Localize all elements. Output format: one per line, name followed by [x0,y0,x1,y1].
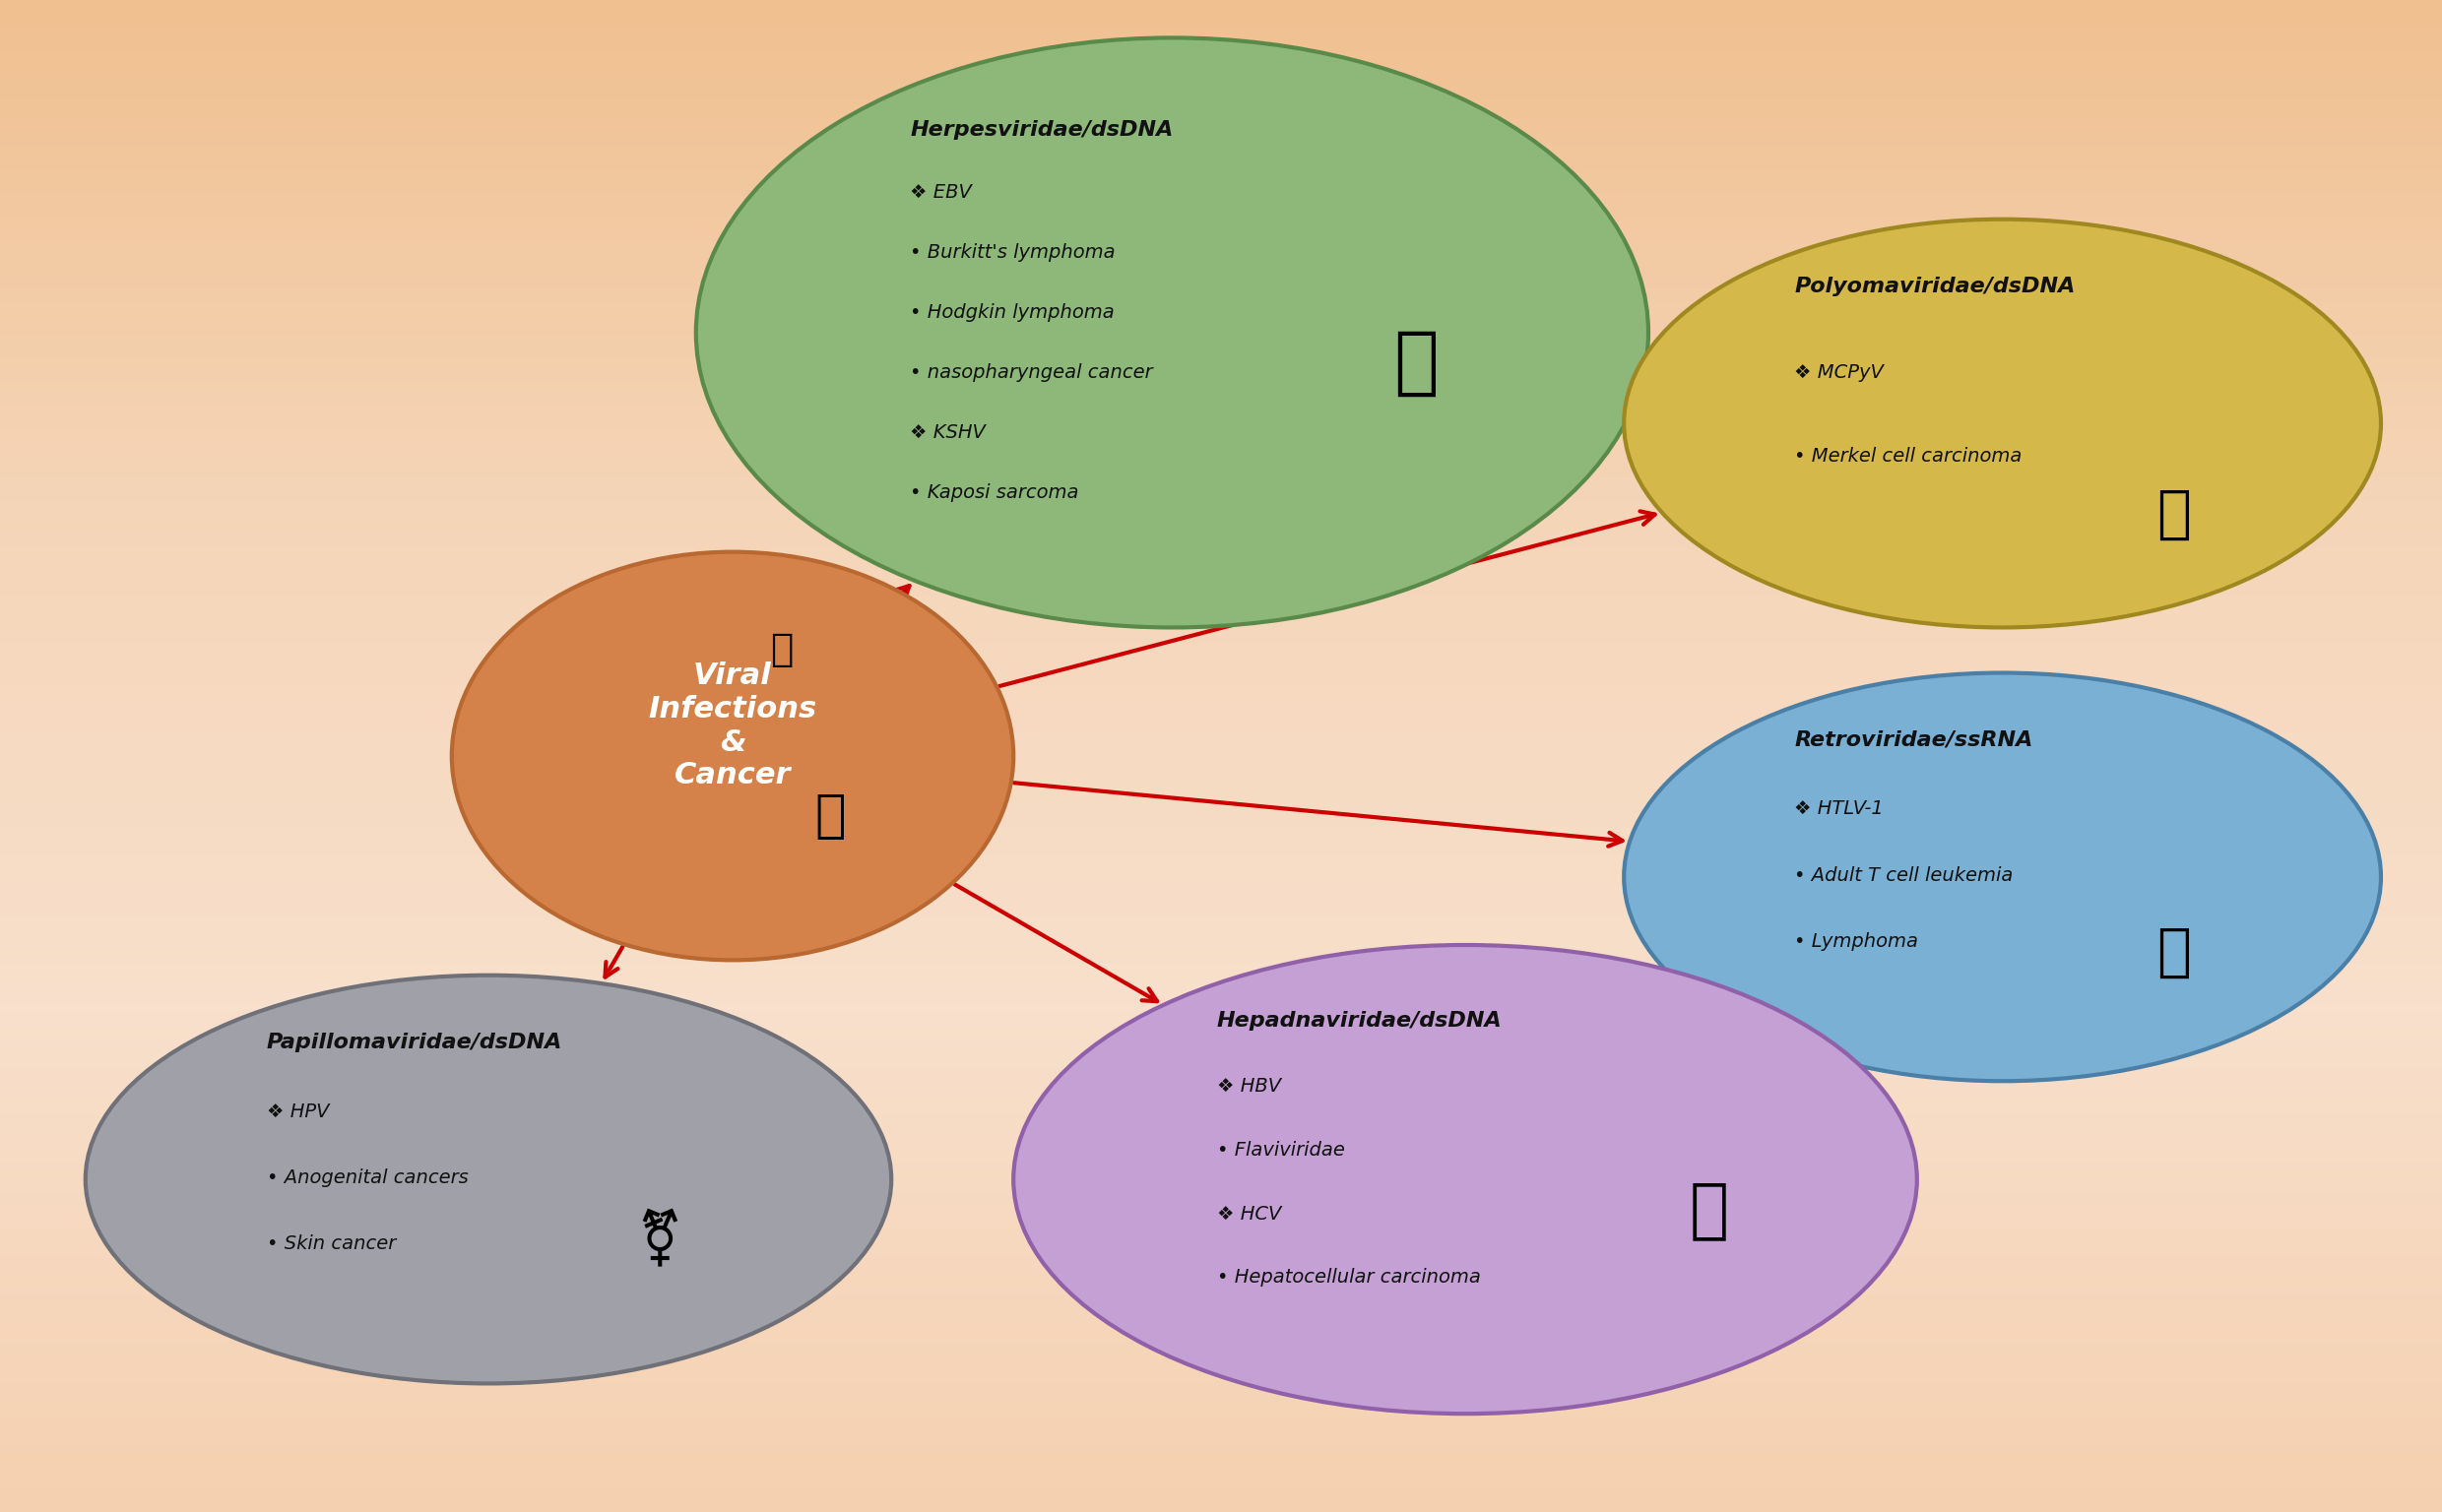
Text: Papillomaviridae/dsDNA: Papillomaviridae/dsDNA [266,1033,562,1052]
Ellipse shape [1013,945,1917,1414]
Text: ❖ HPV: ❖ HPV [266,1102,330,1120]
Text: ❖ HTLV-1: ❖ HTLV-1 [1795,800,1883,818]
Ellipse shape [696,38,1648,627]
Text: 🚀: 🚀 [1394,327,1438,399]
Text: • Hodgkin lymphoma: • Hodgkin lymphoma [911,302,1116,322]
Text: Retroviridae/ssRNA: Retroviridae/ssRNA [1795,730,2032,750]
Text: • Anogenital cancers: • Anogenital cancers [266,1169,469,1187]
Text: 🧬: 🧬 [1690,1178,1729,1241]
Ellipse shape [1624,219,2381,627]
Text: Viral
Infections
&
Cancer: Viral Infections & Cancer [647,662,818,789]
Text: 👆: 👆 [2156,485,2190,543]
Ellipse shape [85,975,891,1383]
Text: • Adult T cell leukemia: • Adult T cell leukemia [1795,866,2012,885]
Text: ⚧: ⚧ [637,1211,681,1269]
Text: 🦠: 🦠 [816,791,845,842]
Text: ❖ HBV: ❖ HBV [1216,1077,1282,1096]
Text: • Flaviviridae: • Flaviviridae [1216,1140,1346,1160]
Ellipse shape [452,552,1013,960]
Text: ❖ EBV: ❖ EBV [911,183,972,203]
Text: Herpesviridae/dsDNA: Herpesviridae/dsDNA [911,121,1175,141]
Text: ❖ MCPyV: ❖ MCPyV [1795,363,1883,383]
Text: • Skin cancer: • Skin cancer [266,1235,396,1253]
Text: • Kaposi sarcoma: • Kaposi sarcoma [911,484,1079,502]
Ellipse shape [1624,673,2381,1081]
Text: • Burkitt's lymphoma: • Burkitt's lymphoma [911,243,1116,262]
Text: • Hepatocellular carcinoma: • Hepatocellular carcinoma [1216,1269,1480,1287]
Text: • nasopharyngeal cancer: • nasopharyngeal cancer [911,363,1153,383]
Text: ❖ HCV: ❖ HCV [1216,1205,1282,1223]
Text: 🦠: 🦠 [2156,924,2190,981]
Text: • Merkel cell carcinoma: • Merkel cell carcinoma [1795,446,2022,466]
Text: Polyomaviridae/dsDNA: Polyomaviridae/dsDNA [1795,277,2076,296]
Text: 💉: 💉 [769,632,794,668]
Text: Hepadnaviridae/dsDNA: Hepadnaviridae/dsDNA [1216,1010,1502,1030]
Text: • Lymphoma: • Lymphoma [1795,933,1919,951]
Text: ❖ KSHV: ❖ KSHV [911,423,987,442]
